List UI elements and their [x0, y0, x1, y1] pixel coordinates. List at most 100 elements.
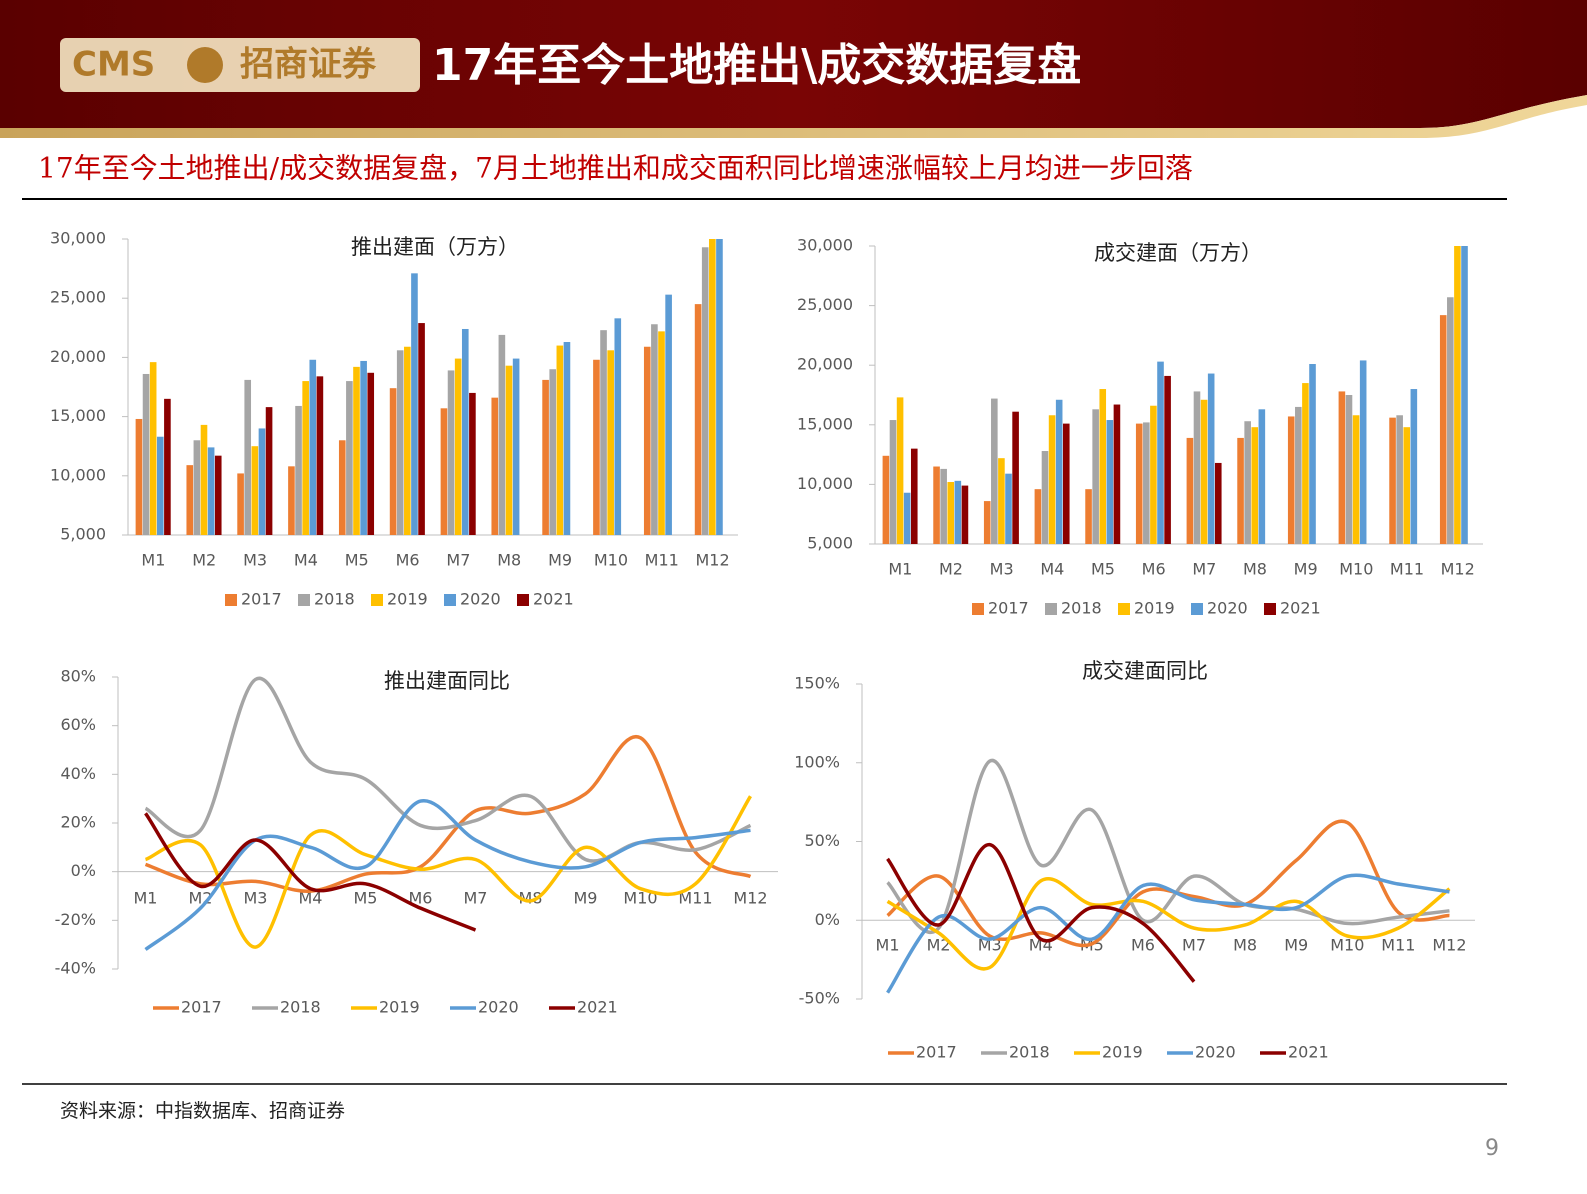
bar: [556, 345, 564, 535]
bar: [461, 328, 469, 535]
bar: [469, 392, 476, 535]
legend-label: 2018: [280, 998, 321, 1017]
bar: [135, 418, 143, 535]
bar: [237, 473, 244, 535]
y-tick-label: 10,000: [50, 465, 106, 484]
bar: [164, 398, 171, 535]
bar: [1041, 451, 1049, 544]
bar: [1389, 417, 1396, 544]
bar: [512, 358, 520, 535]
x-tick-label: M7: [1192, 560, 1216, 579]
bar: [1251, 427, 1259, 544]
bar: [367, 372, 375, 535]
legend-label: 2021: [533, 590, 574, 609]
y-tick-label: 60%: [60, 715, 96, 734]
legend-label: 2021: [1288, 1043, 1329, 1062]
line-series: [886, 877, 1451, 971]
legend-label: 2020: [460, 590, 501, 609]
bar: [1106, 420, 1114, 544]
y-tick-label: 50%: [804, 831, 840, 850]
bar: [265, 407, 273, 535]
bar: [1461, 246, 1468, 544]
logo-plate: [60, 38, 420, 92]
subtitle: 17年至今土地推出/成交数据复盘，7月土地推出和成交面积同比增速涨幅较上月均进一…: [38, 152, 1193, 185]
bar: [1055, 399, 1063, 544]
bar: [1359, 360, 1367, 544]
x-tick-label: M5: [354, 889, 378, 908]
bar: [593, 359, 600, 535]
bar: [1410, 389, 1418, 544]
legend-label: 2017: [241, 590, 282, 609]
bar: [309, 359, 317, 535]
legend-swatch: [1264, 603, 1276, 615]
legend-swatch: [1045, 603, 1057, 615]
bar: [542, 379, 549, 535]
y-tick-label: 40%: [60, 764, 96, 783]
legend-label: 2017: [181, 998, 222, 1017]
x-tick-label: M3: [244, 889, 268, 908]
bar: [1403, 427, 1411, 544]
logo: CMS: [72, 45, 155, 85]
bar: [505, 365, 513, 535]
bar: [1186, 437, 1194, 544]
brand: 招商证券: [240, 45, 377, 85]
bar: [1237, 437, 1244, 544]
y-tick-label: 20%: [60, 813, 96, 832]
y-tick-label: -50%: [799, 989, 840, 1008]
bar: [1338, 391, 1346, 544]
bar: [346, 381, 353, 535]
bar: [600, 330, 607, 535]
x-tick-label: M3: [990, 560, 1014, 579]
bar: [991, 398, 998, 544]
bar: [1005, 473, 1012, 544]
bar: [1143, 422, 1150, 544]
y-tick-label: 20,000: [50, 347, 106, 366]
legend-label: 2021: [577, 998, 618, 1017]
bar: [1207, 373, 1215, 544]
legend-swatch: [371, 594, 383, 606]
legend-swatch: [1118, 603, 1130, 615]
x-tick-label: M11: [1390, 560, 1424, 579]
chart-title: 成交建面（万方）: [1094, 241, 1262, 265]
bar: [1193, 391, 1201, 544]
y-tick-label: 0%: [71, 861, 96, 880]
bar: [940, 468, 947, 544]
bar: [1287, 416, 1295, 544]
x-tick-label: M11: [645, 551, 679, 570]
bar: [1135, 423, 1143, 544]
line-series: [144, 734, 752, 893]
bar: [716, 239, 723, 536]
bar: [961, 485, 969, 544]
x-tick-label: M10: [1339, 560, 1373, 579]
x-tick-label: M10: [623, 889, 657, 908]
bar: [404, 346, 411, 535]
bar: [360, 360, 367, 535]
bar: [1345, 395, 1353, 544]
bar: [910, 448, 918, 544]
x-tick-label: M9: [1294, 560, 1318, 579]
bar: [651, 324, 658, 535]
bar: [607, 350, 614, 535]
y-tick-label: 30,000: [797, 236, 853, 255]
bar: [1092, 409, 1099, 544]
bar: [411, 273, 418, 535]
bar: [1099, 389, 1107, 544]
bar: [193, 440, 201, 535]
x-tick-label: M4: [1040, 560, 1064, 579]
bar: [156, 436, 164, 535]
x-tick-label: M12: [733, 889, 767, 908]
y-tick-label: -40%: [55, 959, 96, 978]
bar: [701, 247, 709, 535]
legend-swatch: [972, 603, 984, 615]
bar: [1012, 411, 1019, 544]
chart-title: 推出建面同比: [384, 669, 510, 693]
legend-label: 2019: [387, 590, 428, 609]
bar: [1439, 315, 1447, 544]
x-tick-label: M2: [939, 560, 963, 579]
bar: [549, 369, 557, 535]
bar: [149, 362, 157, 535]
bar: [1048, 415, 1056, 544]
x-tick-label: M9: [1284, 936, 1308, 955]
bar: [302, 381, 309, 535]
y-tick-label: 5,000: [60, 525, 106, 544]
